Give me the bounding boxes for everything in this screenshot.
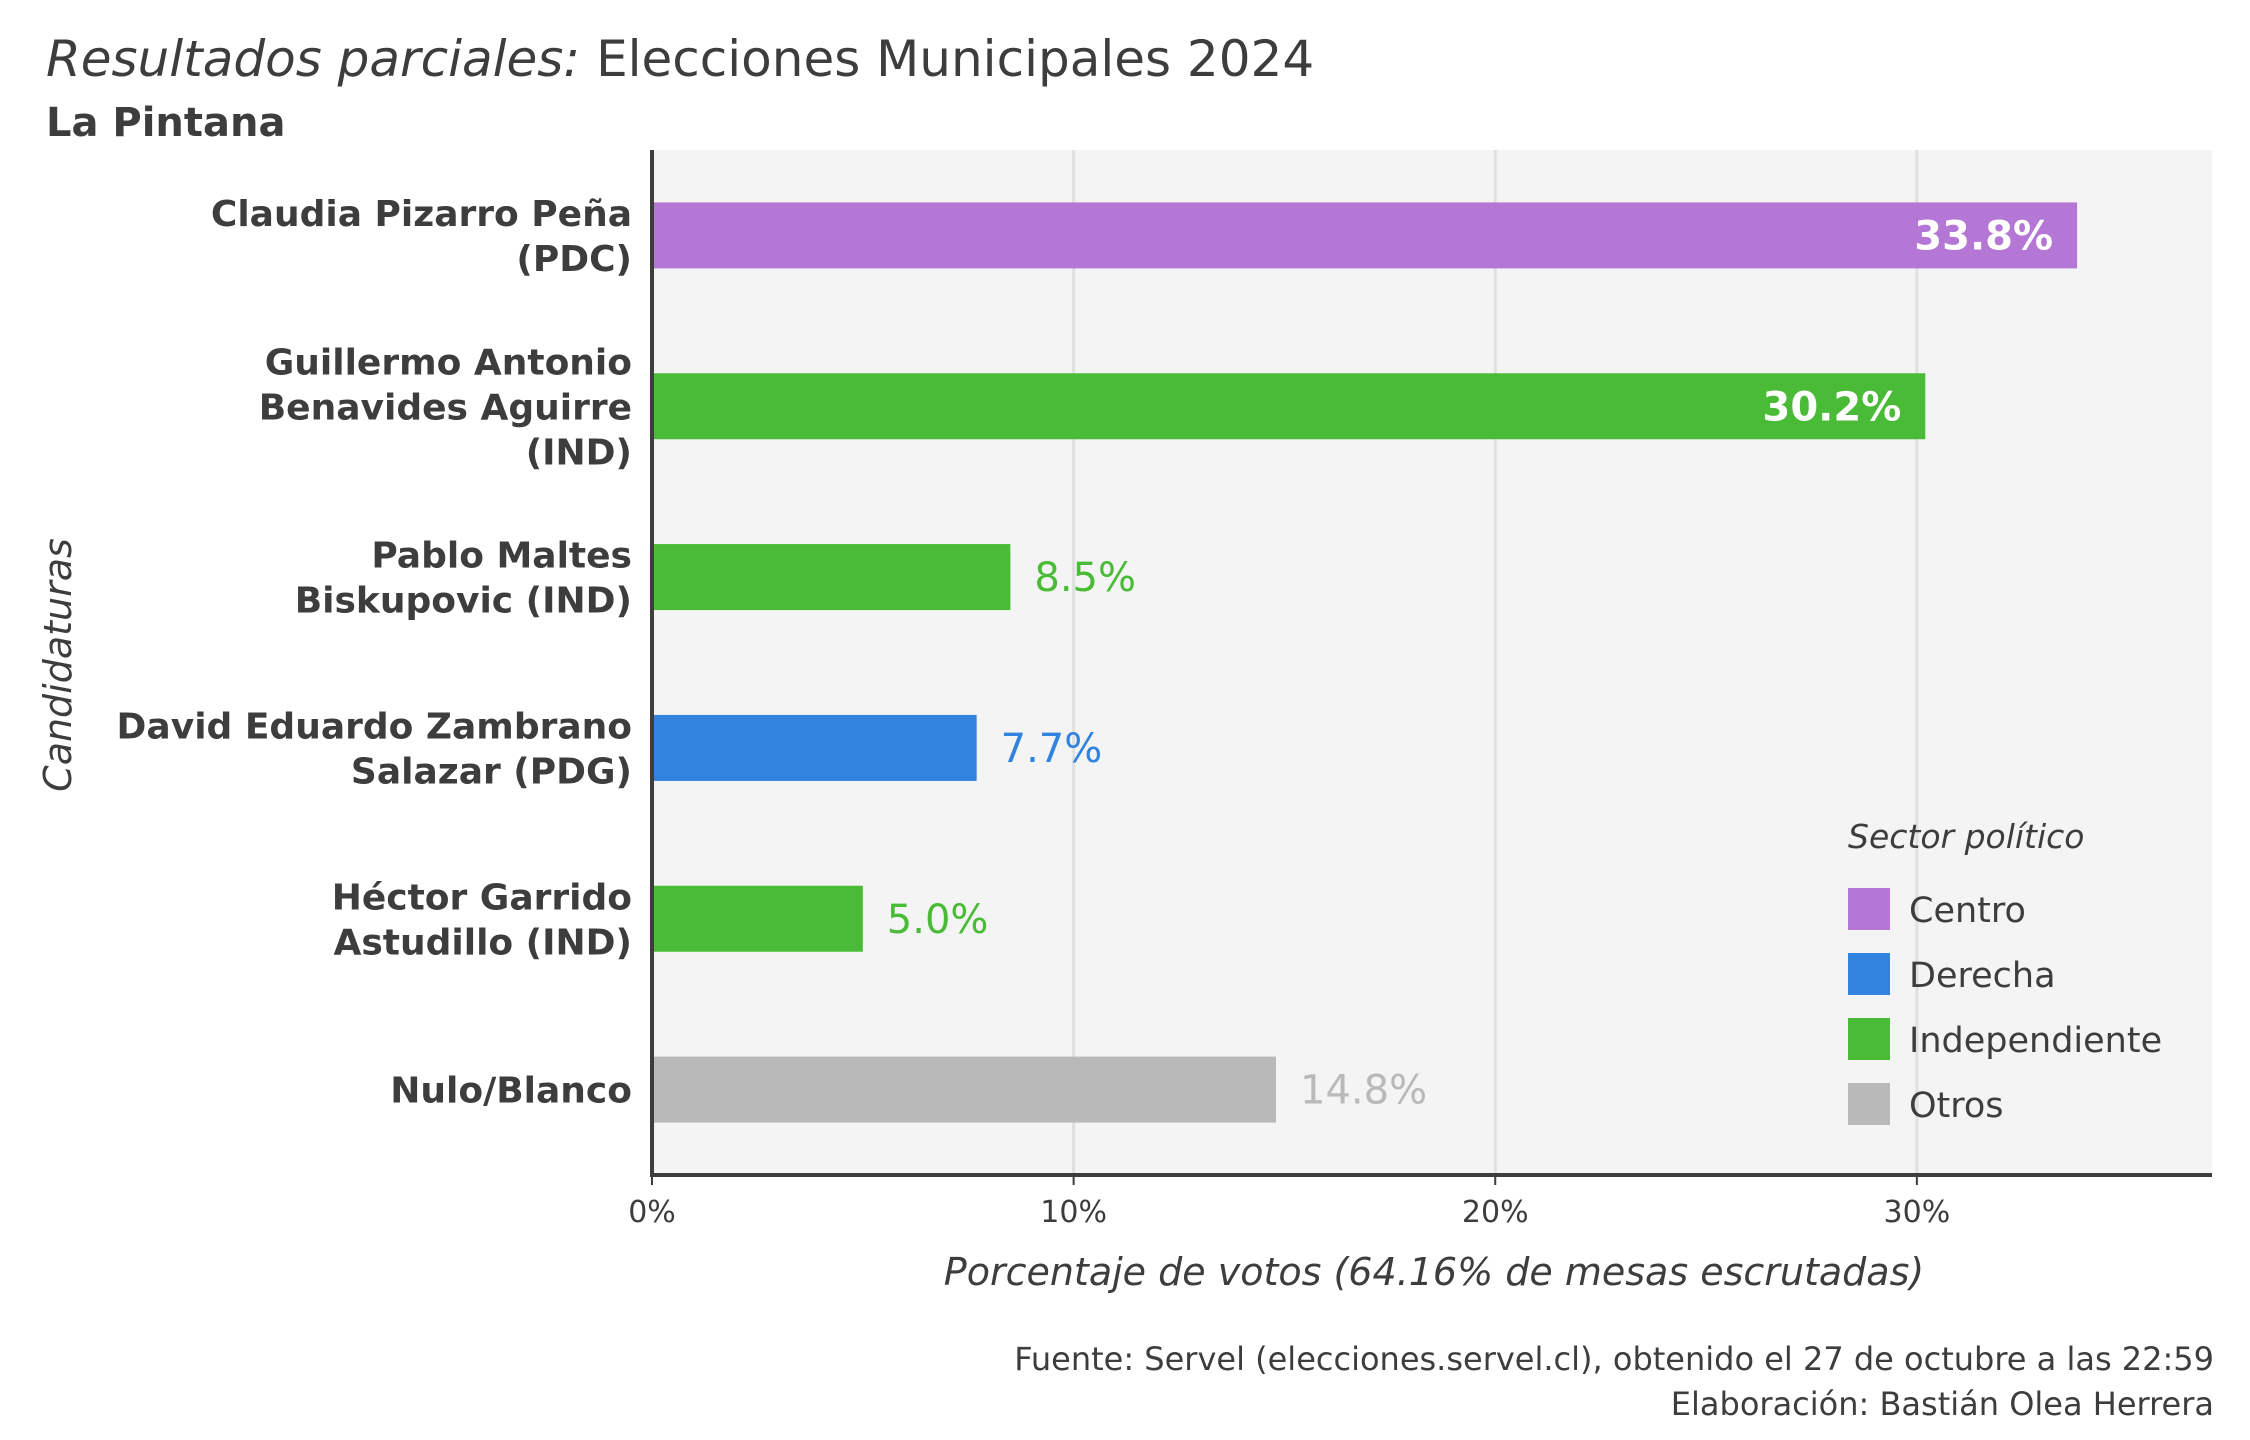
bar-value-label: 8.5%	[1034, 555, 1136, 601]
legend-swatch	[1848, 1083, 1890, 1125]
y-tick-label: Nulo/Blanco	[390, 1071, 632, 1112]
y-tick-label: Claudia Pizarro Peña	[211, 194, 632, 235]
legend-swatch	[1848, 888, 1890, 930]
y-tick-label: Pablo Maltes	[371, 536, 632, 577]
legend-label: Independiente	[1909, 1021, 2162, 1061]
bar-value-label: 14.8%	[1300, 1068, 1427, 1114]
bar	[652, 714, 977, 781]
plot-panel	[652, 150, 2212, 1175]
y-tick-label: Benavides Aguirre	[259, 387, 632, 428]
chart-title-italic: Resultados parciales:	[46, 30, 581, 88]
bar	[652, 544, 1011, 611]
bar-value-label: 5.0%	[887, 897, 989, 943]
chart-title: Resultados parciales: Elecciones Municip…	[46, 30, 1314, 88]
legend-swatch	[1848, 953, 1890, 995]
bar	[652, 1056, 1276, 1123]
y-tick-label: (PDC)	[516, 239, 632, 280]
bar	[652, 202, 2078, 269]
x-tick-label: 30%	[1884, 1195, 1951, 1230]
bar	[652, 885, 863, 952]
chart-subtitle: La Pintana	[46, 100, 286, 146]
bar-value-label: 33.8%	[1914, 213, 2053, 259]
y-tick-label: Héctor Garrido	[332, 877, 632, 918]
y-tick-label: Guillermo Antonio	[265, 342, 632, 383]
legend-label: Otros	[1909, 1086, 2004, 1126]
y-tick-label: (IND)	[526, 432, 632, 473]
bar-value-label: 30.2%	[1763, 384, 1902, 430]
legend-label: Derecha	[1909, 956, 2056, 996]
y-tick-label: David Eduardo Zambrano	[117, 706, 632, 747]
x-axis-title: Porcentaje de votos (64.16% de mesas esc…	[943, 1250, 1925, 1294]
x-tick-label: 10%	[1040, 1195, 1107, 1230]
author-caption: Elaboración: Bastián Olea Herrera	[1670, 1385, 2214, 1423]
source-caption: Fuente: Servel (elecciones.servel.cl), o…	[1014, 1340, 2214, 1378]
y-tick-label: Salazar (PDG)	[351, 751, 632, 792]
legend-swatch	[1848, 1018, 1890, 1060]
bar-value-label: 7.7%	[1001, 726, 1103, 772]
chart-title-main: Elecciones Municipales 2024	[596, 30, 1315, 88]
x-tick-label: 20%	[1462, 1195, 1529, 1230]
y-tick-label: Biskupovic (IND)	[295, 581, 632, 622]
bar	[652, 373, 1926, 440]
legend-title: Sector político	[1848, 817, 2085, 856]
bar-chart: 0% 10% 20% 30% 33.8% Claudia Pizarro Peña(PDC…	[117, 150, 2212, 1230]
legend-label: Centro	[1909, 891, 2026, 931]
y-tick-label: Astudillo (IND)	[334, 922, 633, 963]
x-tick-label: 0%	[628, 1195, 676, 1230]
